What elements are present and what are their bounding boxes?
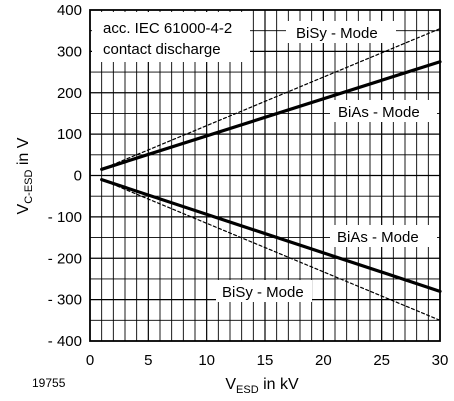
plot-frame (89, 9, 441, 342)
y-tick-label: 300 (57, 43, 82, 60)
y-tick-label: - 100 (48, 209, 82, 226)
x-tick-label: 15 (257, 352, 274, 369)
bisy-bottom-label-bg (216, 280, 312, 302)
y-tick-label: 200 (57, 85, 82, 102)
y-tick-label: - 300 (48, 292, 82, 309)
series-line-4 (101, 179, 441, 321)
series-lines (100, 28, 442, 321)
series-line-2 (100, 178, 442, 293)
y-tick-label: 100 (57, 126, 82, 143)
x-tick-label: 25 (373, 352, 390, 369)
bisy-bottom-label: BiSy - Mode (222, 284, 304, 301)
x-tick-label: 0 (86, 352, 94, 369)
x-axis-title: VESD in kV (225, 376, 299, 396)
standard-box (92, 12, 250, 62)
y-axis-title: VC-ESD in V (15, 137, 35, 214)
y-tick-labels: 400 300 200 100 0 - 100 - 200 - 300 - 400 (48, 2, 82, 350)
x-tick-label: 30 (432, 352, 449, 369)
bias-top-label: BiAs - Mode (338, 104, 420, 121)
y-tick-label: 0 (74, 168, 82, 185)
standard-label-line1: acc. IEC 61000-4-2 (103, 20, 232, 37)
standard-label-line2: contact discharge (103, 41, 221, 58)
bisy-top-label: BiSy - Mode (296, 25, 378, 42)
y-tick-label: - 400 (48, 333, 82, 350)
y-tick-label: - 200 (48, 250, 82, 267)
series-line-3 (101, 28, 441, 170)
series-line-1 (100, 60, 442, 171)
x-tick-label: 10 (198, 352, 215, 369)
x-tick-label: 20 (315, 352, 332, 369)
bisy-top-label-bg (286, 21, 396, 43)
bias-bottom-label: BiAs - Mode (337, 229, 419, 246)
figure-number: 19755 (32, 376, 66, 390)
y-tick-label: 400 (57, 2, 82, 19)
x-tick-labels: 0 5 10 15 20 25 30 (86, 352, 449, 369)
bias-bottom-label-bg (330, 225, 437, 247)
x-tick-label: 5 (144, 352, 152, 369)
bias-top-label-bg (330, 100, 437, 122)
